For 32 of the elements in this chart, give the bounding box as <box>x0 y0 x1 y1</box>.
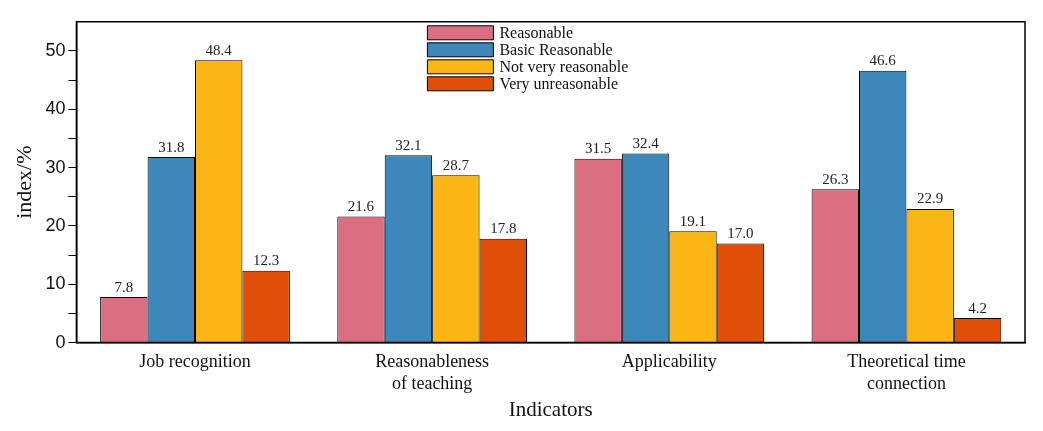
y-tick-label: 20 <box>45 214 66 235</box>
legend-label: Not very reasonable <box>499 58 629 76</box>
data-label: 17.8 <box>490 220 517 237</box>
legend-label: Basic Reasonable <box>499 41 613 58</box>
data-label: 31.5 <box>585 140 612 157</box>
x-axis-title: Indicators <box>508 396 593 421</box>
y-tick-label: 40 <box>45 98 66 119</box>
data-label: 28.7 <box>442 156 470 173</box>
y-axis-title: index/% <box>10 145 36 219</box>
data-label: 12.3 <box>253 252 280 269</box>
y-tick-label: 30 <box>45 156 66 177</box>
data-label: 31.8 <box>158 138 185 155</box>
data-label: 22.9 <box>917 190 944 207</box>
y-tick-label: 50 <box>45 39 66 60</box>
data-label: 46.6 <box>869 52 897 69</box>
legend-label: Very unreasonable <box>499 75 619 93</box>
data-label: 26.3 <box>822 170 849 187</box>
y-tick-label: 10 <box>45 273 66 294</box>
data-label: 4.2 <box>968 299 987 316</box>
data-label: 32.4 <box>632 135 660 152</box>
x-tick-label: Reasonableness of teaching <box>375 351 490 393</box>
data-label: 21.6 <box>347 198 375 215</box>
x-tick-label: Job recognition <box>139 351 251 372</box>
data-label: 17.0 <box>727 224 754 241</box>
data-label: 48.4 <box>205 41 233 58</box>
legend-label: Reasonable <box>499 24 574 41</box>
x-tick-label: Theoretical time connection <box>847 351 966 393</box>
y-tick-label: 0 <box>55 331 66 352</box>
data-label: 32.1 <box>395 136 422 153</box>
x-tick-label: Applicability <box>621 351 717 372</box>
data-label: 7.8 <box>114 278 134 295</box>
data-label: 19.1 <box>679 212 707 229</box>
